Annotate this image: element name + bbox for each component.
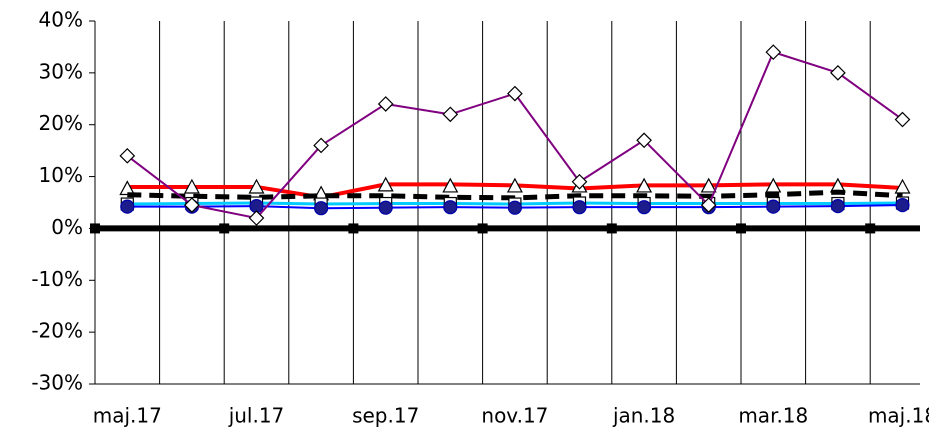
- marker: [442, 106, 459, 123]
- y-tick-label: 20%: [39, 111, 83, 135]
- zero-tick: [606, 223, 617, 234]
- marker: [895, 197, 910, 213]
- marker: [443, 200, 458, 215]
- marker: [119, 147, 136, 164]
- marker: [314, 201, 329, 216]
- marker: [184, 197, 200, 213]
- marker: [894, 111, 911, 128]
- marker: [248, 178, 265, 194]
- marker: [766, 199, 781, 214]
- series-line: [127, 189, 903, 201]
- x-tick-label: jan.18: [612, 404, 675, 428]
- zero-tick: [90, 223, 100, 234]
- x-tick-label: maj.18: [868, 404, 929, 428]
- y-tick-label: 40%: [39, 8, 83, 32]
- marker: [636, 132, 652, 149]
- y-tick-label: 10%: [39, 163, 83, 187]
- marker: [442, 177, 459, 193]
- x-tick-label: nov.17: [481, 404, 548, 428]
- x-tick-label: maj.17: [93, 404, 162, 428]
- marker: [765, 177, 782, 193]
- marker: [830, 65, 846, 81]
- marker: [506, 177, 523, 193]
- marker: [248, 210, 265, 226]
- zero-tick: [865, 223, 876, 234]
- marker: [313, 137, 329, 154]
- zero-tick: [348, 223, 359, 234]
- marker: [894, 178, 911, 194]
- marker: [700, 197, 717, 213]
- marker: [700, 177, 717, 193]
- y-tick-label: 0%: [51, 215, 83, 239]
- marker: [572, 200, 587, 215]
- marker: [377, 96, 394, 112]
- marker: [183, 178, 200, 194]
- x-tick-label: sep.17: [352, 404, 419, 428]
- x-tick-label: jul.17: [228, 404, 285, 428]
- marker: [830, 199, 846, 214]
- marker: [120, 199, 135, 214]
- marker: [507, 200, 523, 215]
- marker: [378, 200, 393, 215]
- series-line: [126, 51, 904, 220]
- marker: [636, 177, 653, 193]
- marker: [636, 200, 652, 215]
- zero-tick: [736, 223, 746, 234]
- y-tick-label: -30%: [31, 371, 83, 395]
- y-tick-label: 30%: [39, 59, 83, 83]
- zero-tick: [219, 223, 230, 234]
- marker: [765, 44, 782, 60]
- marker: [119, 180, 136, 196]
- x-tick-label: mar.18: [738, 404, 808, 428]
- zero-tick: [477, 223, 488, 234]
- marker: [571, 173, 588, 190]
- y-tick-label: -10%: [31, 267, 83, 291]
- y-tick-label: -20%: [31, 319, 83, 343]
- marker: [507, 85, 523, 102]
- marker: [377, 176, 394, 192]
